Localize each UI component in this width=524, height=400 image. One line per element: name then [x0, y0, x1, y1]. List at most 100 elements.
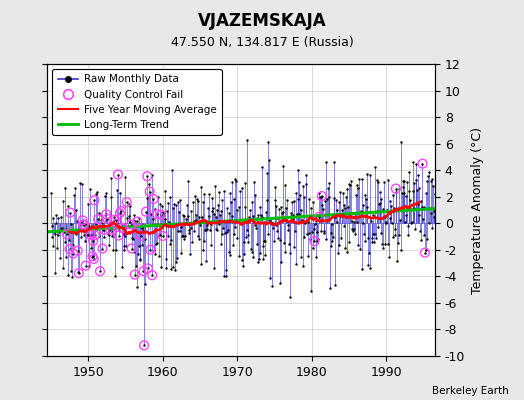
Point — [124, 223, 132, 229]
Point — [141, 235, 149, 242]
Point — [355, 176, 363, 182]
Point — [181, 216, 190, 222]
Point — [294, 179, 303, 185]
Point — [150, 206, 159, 212]
Point — [102, 211, 111, 218]
Point — [244, 239, 253, 246]
Point — [229, 242, 237, 248]
Point — [221, 229, 229, 236]
Point — [291, 228, 299, 234]
Point — [232, 178, 241, 184]
Point — [220, 273, 228, 280]
Point — [341, 244, 350, 251]
Point — [323, 196, 331, 202]
Point — [171, 202, 180, 208]
Point — [318, 193, 326, 199]
Point — [380, 179, 388, 186]
Point — [64, 203, 72, 209]
Point — [315, 214, 323, 220]
Point — [387, 203, 396, 209]
Point — [261, 238, 269, 244]
Point — [116, 210, 124, 216]
Point — [202, 227, 211, 233]
Point — [104, 232, 113, 238]
Point — [300, 234, 308, 240]
Point — [204, 213, 213, 219]
Point — [241, 204, 249, 210]
Point — [422, 190, 430, 196]
Point — [260, 238, 268, 244]
Point — [101, 193, 109, 200]
Point — [74, 269, 82, 275]
Point — [88, 254, 96, 260]
Point — [391, 185, 400, 192]
Point — [375, 200, 383, 207]
Point — [181, 233, 189, 240]
Point — [115, 226, 124, 233]
Point — [123, 199, 131, 205]
Point — [140, 342, 148, 348]
Point — [298, 216, 306, 223]
Point — [408, 219, 416, 225]
Point — [282, 205, 291, 212]
Point — [156, 201, 165, 207]
Point — [244, 232, 252, 238]
Point — [290, 244, 299, 250]
Point — [280, 249, 289, 255]
Point — [103, 216, 111, 223]
Point — [127, 245, 136, 252]
Point — [158, 203, 166, 209]
Point — [150, 246, 158, 253]
Point — [107, 228, 116, 235]
Point — [142, 208, 150, 215]
Point — [79, 217, 87, 224]
Point — [434, 244, 442, 250]
Point — [288, 216, 297, 222]
Point — [168, 167, 176, 174]
Point — [191, 193, 199, 200]
Point — [96, 268, 104, 274]
Point — [111, 273, 119, 279]
Point — [287, 213, 296, 219]
Point — [329, 233, 337, 240]
Point — [330, 195, 338, 202]
Point — [263, 170, 271, 176]
Point — [307, 288, 315, 294]
Point — [83, 231, 91, 238]
Point — [294, 166, 302, 173]
Point — [433, 189, 442, 195]
Point — [424, 220, 433, 226]
Point — [304, 196, 313, 202]
Point — [69, 242, 77, 248]
Point — [313, 229, 322, 236]
Point — [62, 226, 70, 233]
Point — [360, 231, 368, 237]
Point — [180, 236, 189, 242]
Point — [161, 216, 169, 222]
Point — [227, 198, 235, 205]
Point — [424, 173, 432, 180]
Point — [373, 177, 381, 183]
Point — [421, 250, 429, 256]
Point — [336, 213, 345, 220]
Point — [249, 254, 258, 260]
Point — [408, 159, 417, 165]
Point — [250, 191, 259, 198]
Point — [140, 342, 148, 348]
Point — [308, 229, 316, 235]
Point — [53, 232, 62, 238]
Point — [411, 177, 420, 184]
Point — [90, 256, 98, 262]
Point — [264, 230, 272, 237]
Point — [346, 210, 355, 217]
Point — [340, 223, 348, 230]
Point — [240, 250, 248, 257]
Point — [139, 228, 147, 234]
Point — [85, 223, 94, 230]
Point — [82, 220, 91, 227]
Point — [222, 267, 231, 274]
Point — [401, 192, 410, 199]
Point — [395, 186, 403, 192]
Point — [70, 192, 78, 198]
Point — [226, 190, 235, 196]
